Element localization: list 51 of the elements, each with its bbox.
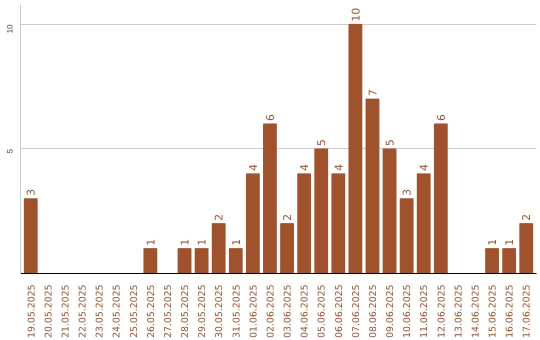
x-tick-label: 12.06.2025 [436,284,448,338]
x-tick-label: 10.06.2025 [402,284,414,338]
x-tick-label: 11.06.2025 [419,284,430,338]
x-tick-label: 26.05.2025 [146,284,157,338]
x-tick-label: 23.05.2025 [94,284,106,338]
x-tick-label: 28.05.2025 [180,284,192,338]
x-tick-label: 13.06.2025 [453,284,464,338]
x-tick-label: 08.06.2025 [368,284,379,338]
x-tick-label: 03.06.2025 [282,284,294,338]
data-label: 3 [24,188,38,196]
x-tick-label: 20.05.2025 [43,284,54,338]
x-tick-label: 17.06.2025 [522,284,533,338]
data-label: 4 [246,164,260,171]
data-label: 2 [212,214,226,221]
data-label: 1 [178,238,192,246]
x-tick-label: 07.06.2025 [350,284,362,338]
data-label: 1 [196,238,209,246]
x-tick-label: 01.06.2025 [248,284,260,338]
x-tick-label: 15.06.2025 [488,284,499,338]
data-label: 5 [315,139,328,146]
x-tick-label: 31.05.2025 [231,284,242,338]
x-tick-label: 27.05.2025 [162,284,174,338]
data-label: 4 [298,164,312,171]
x-tick-label: 09.06.2025 [385,284,396,338]
data-label: 7 [366,89,380,96]
x-tick-label: 14.06.2025 [470,284,482,338]
data-label: 6 [434,114,448,122]
data-label: 10 [349,8,362,22]
data-label: 1 [144,238,158,246]
x-tick-label: 30.05.2025 [214,284,226,338]
data-label: 6 [264,114,277,122]
data-label: 4 [418,164,431,171]
x-tick-label: 06.06.2025 [334,284,345,338]
data-label: 2 [520,214,534,221]
data-label: 1 [230,238,243,246]
x-tick-label: 24.05.2025 [112,284,123,338]
data-label: 1 [503,238,516,246]
x-tick-label: 21.05.2025 [60,284,72,338]
x-tick-label: 22.05.2025 [78,284,89,338]
data-label: 2 [281,214,294,221]
x-tick-label: 29.05.2025 [197,284,208,338]
data-label: 3 [400,188,414,196]
x-tick-label: 04.06.2025 [300,284,311,338]
data-label: 5 [384,139,397,146]
x-tick-label: 16.06.2025 [504,284,516,338]
data-label: 4 [332,164,346,171]
x-tick-label: 05.06.2025 [316,284,328,338]
x-tick-label: 25.05.2025 [128,284,140,338]
x-tick-label: 02.06.2025 [265,284,276,338]
data-label: 1 [486,238,500,246]
x-tick-label: 19.05.2025 [26,284,38,338]
